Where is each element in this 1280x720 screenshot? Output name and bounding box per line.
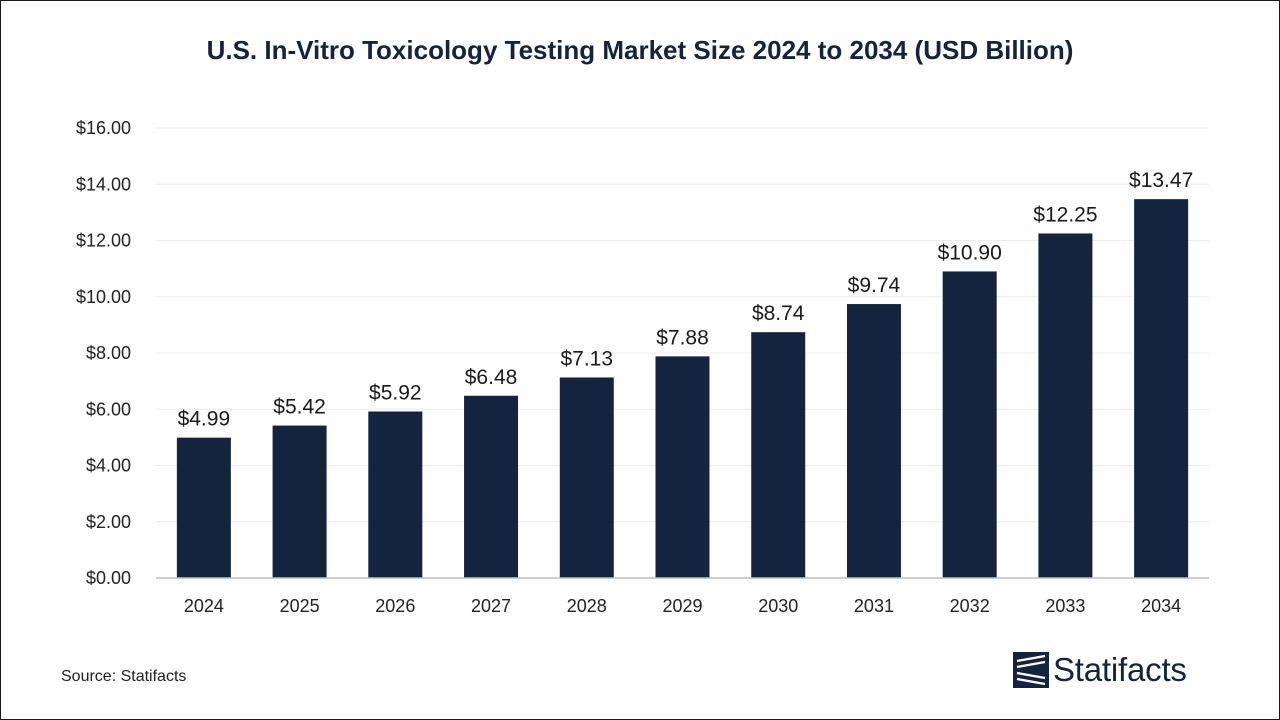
bar xyxy=(559,377,614,578)
y-tick-label: $0.00 xyxy=(86,568,131,588)
data-label: $4.99 xyxy=(178,408,231,431)
bar xyxy=(1134,199,1189,578)
x-tick-label: 2032 xyxy=(950,596,990,616)
bar xyxy=(942,271,997,578)
x-tick-label: 2031 xyxy=(854,596,894,616)
bar xyxy=(272,425,327,578)
data-label: $12.25 xyxy=(1033,203,1097,226)
data-label: $6.48 xyxy=(465,366,518,389)
bar xyxy=(751,332,806,578)
bar xyxy=(368,411,423,578)
y-tick-label: $10.00 xyxy=(76,287,131,307)
bar xyxy=(655,356,710,578)
bar xyxy=(846,304,901,578)
bar xyxy=(1038,233,1093,578)
data-label: $8.74 xyxy=(752,302,805,325)
data-label: $5.92 xyxy=(369,382,422,405)
y-tick-label: $2.00 xyxy=(86,512,131,532)
data-label: $7.88 xyxy=(656,326,709,349)
y-tick-label: $14.00 xyxy=(76,174,131,194)
x-tick-label: 2024 xyxy=(184,596,224,616)
brand-logo: Statifacts xyxy=(1013,651,1187,689)
bar xyxy=(176,437,231,578)
x-tick-label: 2030 xyxy=(758,596,798,616)
x-tick-label: 2033 xyxy=(1045,596,1085,616)
x-tick-label: 2029 xyxy=(662,596,702,616)
chart-title: U.S. In-Vitro Toxicology Testing Market … xyxy=(206,35,1074,65)
y-tick-label: $6.00 xyxy=(86,399,131,419)
data-label: $13.47 xyxy=(1129,169,1193,192)
y-tick-label: $8.00 xyxy=(86,343,131,363)
x-tick-label: 2026 xyxy=(375,596,415,616)
data-label: $7.13 xyxy=(560,347,613,370)
source-note: Source: Statifacts xyxy=(61,668,187,685)
x-tick-label: 2027 xyxy=(471,596,511,616)
x-tick-label: 2034 xyxy=(1141,596,1181,616)
data-label: $10.90 xyxy=(938,241,1002,264)
y-tick-label: $4.00 xyxy=(86,456,131,476)
x-tick-label: 2028 xyxy=(567,596,607,616)
brand-name: Statifacts xyxy=(1053,651,1187,688)
y-tick-label: $16.00 xyxy=(76,118,131,138)
x-tick-label: 2025 xyxy=(280,596,320,616)
data-label: $9.74 xyxy=(848,274,901,297)
statifacts-logo-icon xyxy=(1013,652,1049,688)
bar xyxy=(464,395,519,578)
data-label: $5.42 xyxy=(273,396,326,419)
y-tick-label: $12.00 xyxy=(76,231,131,251)
